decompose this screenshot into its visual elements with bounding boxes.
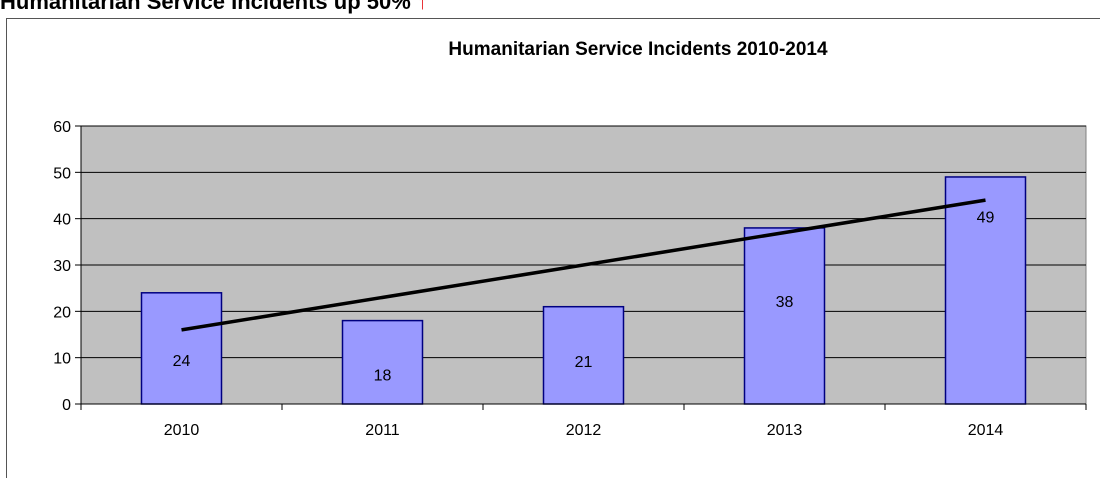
up-arrow-icon: ↑ <box>416 0 428 14</box>
y-tick-label: 0 <box>62 397 71 414</box>
bar-chart: Humanitarian Service Incidents 2010-2014… <box>53 39 1087 439</box>
chart-frame: Humanitarian Service Incidents 2010-2014… <box>6 18 1100 478</box>
data-label: 49 <box>977 209 995 226</box>
x-tick-label: 2010 <box>164 422 200 439</box>
page-heading-text: Humanitarian Service Incidents up 50% <box>0 0 411 14</box>
y-tick-label: 10 <box>53 351 71 368</box>
data-label: 18 <box>374 368 392 385</box>
bar <box>140 292 223 405</box>
x-tick-label: 2011 <box>365 422 400 439</box>
page-heading: Humanitarian Service Incidents up 50% ↑ <box>0 0 428 16</box>
bar <box>542 305 625 405</box>
bar <box>341 319 424 405</box>
y-tick-label: 50 <box>53 165 71 182</box>
data-label: 24 <box>173 353 191 370</box>
y-tick-label: 20 <box>53 304 71 321</box>
bar <box>944 176 1027 405</box>
y-tick-label: 30 <box>53 258 71 275</box>
trendline <box>181 198 986 332</box>
data-label: 21 <box>575 354 593 371</box>
y-tick-label: 40 <box>53 212 71 229</box>
chart-title: Humanitarian Service Incidents 2010-2014 <box>448 39 828 60</box>
bar <box>743 227 826 405</box>
y-tick-label: 60 <box>53 119 71 136</box>
x-tick-label: 2012 <box>566 422 602 439</box>
x-tick-label: 2013 <box>767 422 803 439</box>
data-label: 38 <box>776 294 794 311</box>
x-tick-label: 2014 <box>968 422 1004 439</box>
